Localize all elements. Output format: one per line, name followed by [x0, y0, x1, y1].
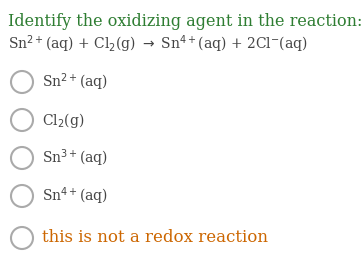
Text: Cl$_{2}$(g): Cl$_{2}$(g) [42, 111, 84, 130]
Text: Sn$^{2+}$(aq) + Cl$_{2}$(g) $\rightarrow$ Sn$^{4+}$(aq) + 2Cl$^{-}$(aq): Sn$^{2+}$(aq) + Cl$_{2}$(g) $\rightarrow… [8, 33, 308, 54]
Text: Identify the oxidizing agent in the reaction:: Identify the oxidizing agent in the reac… [8, 13, 361, 30]
Text: Sn$^{2+}$(aq): Sn$^{2+}$(aq) [42, 71, 108, 93]
Text: Sn$^{3+}$(aq): Sn$^{3+}$(aq) [42, 147, 108, 169]
Text: this is not a redox reaction: this is not a redox reaction [42, 230, 268, 247]
Text: Sn$^{4+}$(aq): Sn$^{4+}$(aq) [42, 185, 108, 207]
